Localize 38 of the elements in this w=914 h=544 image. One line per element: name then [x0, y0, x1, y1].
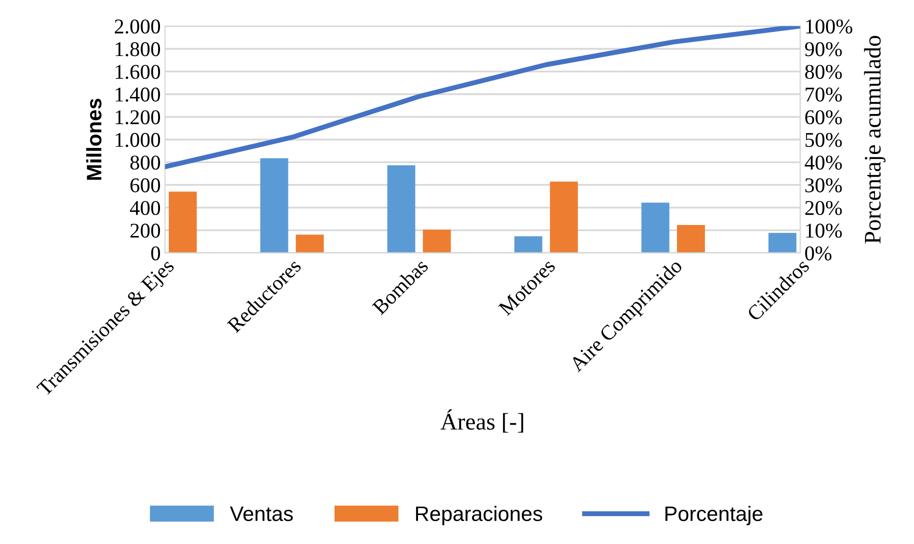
bar — [514, 236, 542, 253]
bar — [676, 224, 705, 253]
bar — [296, 234, 324, 253]
bar — [768, 232, 796, 253]
y2-tick-label: 40% — [804, 156, 842, 170]
y-tick-label: 1.200 — [116, 110, 160, 124]
y-tick-label: 0 — [151, 246, 160, 260]
bar — [422, 230, 451, 253]
y2-tick-label: 60% — [805, 110, 842, 124]
y2-tick-label: 50% — [806, 132, 842, 148]
bar — [550, 182, 578, 253]
y-tick-label: 400 — [130, 200, 160, 216]
y2-tick-label: 90% — [805, 42, 842, 56]
bar — [260, 158, 288, 253]
y2-tick-label: 30% — [805, 178, 842, 192]
x-axis-title: Áreas [-] — [440, 409, 524, 433]
y-tick-label: 1.600 — [116, 64, 160, 80]
y2-tick-label: 20% — [805, 200, 842, 216]
bar — [641, 202, 670, 253]
y2-tick-label: 0% — [805, 246, 832, 260]
y-tick-label: 200 — [130, 224, 160, 238]
bar — [168, 192, 197, 253]
y-tick-label: 1.400 — [116, 88, 160, 102]
y-tick-label: 2.000 — [114, 19, 160, 34]
y2-axis-title: Porcentaje acumulado — [864, 36, 886, 244]
y2-tick-label: 80% — [805, 64, 842, 79]
y-tick-label: 800 — [130, 156, 160, 170]
y-tick-label: 1.800 — [116, 42, 160, 56]
y2-tick-label: 70% — [806, 88, 842, 102]
y2-tick-label: 100% — [806, 19, 852, 34]
y-tick-label: 1.000 — [116, 132, 160, 148]
legend-label: Ventas — [230, 506, 293, 522]
y2-tick-label: 10% — [806, 224, 842, 238]
legend-label: Porcentaje — [665, 506, 762, 526]
legend-label: Reparaciones — [416, 506, 542, 526]
y-tick-label: 600 — [130, 178, 160, 192]
bar — [387, 165, 416, 253]
y-axis-title: Millones — [86, 98, 102, 180]
